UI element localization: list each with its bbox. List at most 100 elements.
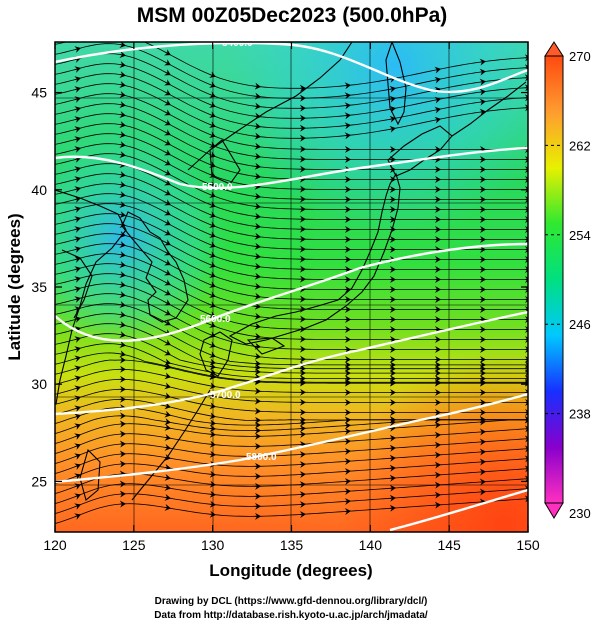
streamline [55, 83, 528, 139]
stream-arrow [119, 131, 126, 138]
stream-arrow [209, 480, 216, 488]
stream-arrow [163, 279, 171, 286]
stream-arrow [209, 510, 216, 518]
stream-arrow [74, 423, 81, 430]
streamline [55, 263, 528, 320]
colorbar-tick-label: 238 [569, 407, 591, 422]
stream-arrow [209, 241, 216, 248]
stream-arrow [254, 222, 261, 230]
stream-arrow [119, 241, 126, 248]
stream-arrow [163, 339, 171, 346]
stream-arrow [163, 309, 171, 316]
stream-arrow [164, 418, 171, 426]
stream-arrow [254, 352, 261, 360]
y-tick-label: 45 [31, 85, 47, 101]
stream-arrow [74, 246, 81, 253]
stream-arrow [163, 229, 171, 236]
stream-arrow [254, 202, 261, 210]
stream-arrow [163, 199, 171, 206]
stream-arrow [254, 302, 261, 310]
stream-arrow [209, 101, 216, 108]
streamline [55, 253, 528, 310]
stream-arrow [119, 291, 126, 298]
stream-arrow [74, 306, 81, 313]
credit-data: Data from http://database.rish.kyoto-u.a… [154, 610, 428, 621]
stream-arrow [254, 282, 261, 290]
stream-arrow [479, 88, 486, 96]
stream-arrow [74, 513, 81, 520]
stream-arrow [209, 363, 216, 370]
stream-arrow [119, 91, 126, 98]
colorbar-tick-label: 262 [569, 138, 591, 153]
streamline [55, 343, 528, 379]
stream-arrow [389, 125, 396, 133]
stream-arrow [163, 89, 171, 96]
stream-arrow [344, 102, 351, 110]
stream-arrow [254, 242, 261, 250]
stream-arrow [74, 126, 81, 133]
stream-arrow [344, 92, 351, 100]
stream-arrow [119, 301, 126, 308]
stream-arrow [119, 61, 126, 68]
stream-arrow [164, 483, 171, 491]
stream-arrow [479, 68, 486, 76]
stream-arrow [434, 66, 441, 74]
stream-arrow [209, 301, 216, 308]
streamline [55, 303, 528, 360]
x-tick-label: 120 [43, 537, 67, 553]
stream-arrow [209, 402, 216, 410]
stream-arrow [74, 316, 81, 323]
stream-arrow [74, 463, 81, 470]
stream-arrow [119, 161, 126, 168]
stream-arrow [209, 111, 216, 118]
colorbar-upper-cap [544, 41, 564, 57]
streamline [55, 53, 528, 109]
contour-5800b [389, 488, 528, 532]
stream-arrow [164, 433, 171, 441]
stream-arrow [163, 59, 171, 66]
stream-arrow [163, 289, 171, 296]
stream-arrow [163, 259, 171, 266]
stream-arrow [74, 136, 81, 143]
stream-arrow [209, 500, 216, 508]
streamline [55, 448, 528, 475]
stream-arrow [209, 341, 216, 348]
streamline [55, 313, 528, 366]
streamline [55, 359, 528, 384]
stream-arrow [163, 139, 171, 146]
stream-arrow [254, 322, 261, 330]
stream-arrow [163, 119, 171, 126]
stream-arrow [119, 281, 126, 288]
stream-arrow [209, 131, 216, 138]
colorbar-tick-label: 246 [569, 317, 591, 332]
stream-arrow [209, 351, 216, 358]
y-tick-label: 40 [31, 182, 47, 198]
stream-arrow [209, 71, 216, 78]
stream-arrow [163, 209, 171, 216]
streamline [55, 273, 528, 330]
stream-arrow [119, 321, 126, 328]
streamline [55, 428, 528, 455]
stream-arrow [74, 56, 81, 63]
stream-arrow [163, 99, 171, 106]
stream-arrow [119, 331, 126, 338]
streamline [55, 243, 528, 300]
streamline [55, 419, 528, 445]
stream-arrow [119, 221, 126, 228]
stream-arrow [163, 299, 171, 306]
stream-arrow [163, 219, 171, 226]
contour-5700 [55, 310, 528, 416]
stream-arrow [119, 231, 126, 238]
stream-arrow [74, 86, 81, 93]
stream-arrow [74, 395, 81, 403]
streamline [55, 368, 528, 393]
stream-arrow [479, 108, 486, 116]
contour-label-5400: 5400.0 [222, 38, 253, 49]
stream-arrow [163, 239, 171, 246]
stream-arrow [119, 151, 126, 158]
stream-arrow [120, 35, 125, 36]
streamline [55, 43, 528, 99]
stream-arrow [209, 382, 216, 390]
stream-arrow [254, 332, 261, 340]
height-contours [55, 42, 528, 532]
